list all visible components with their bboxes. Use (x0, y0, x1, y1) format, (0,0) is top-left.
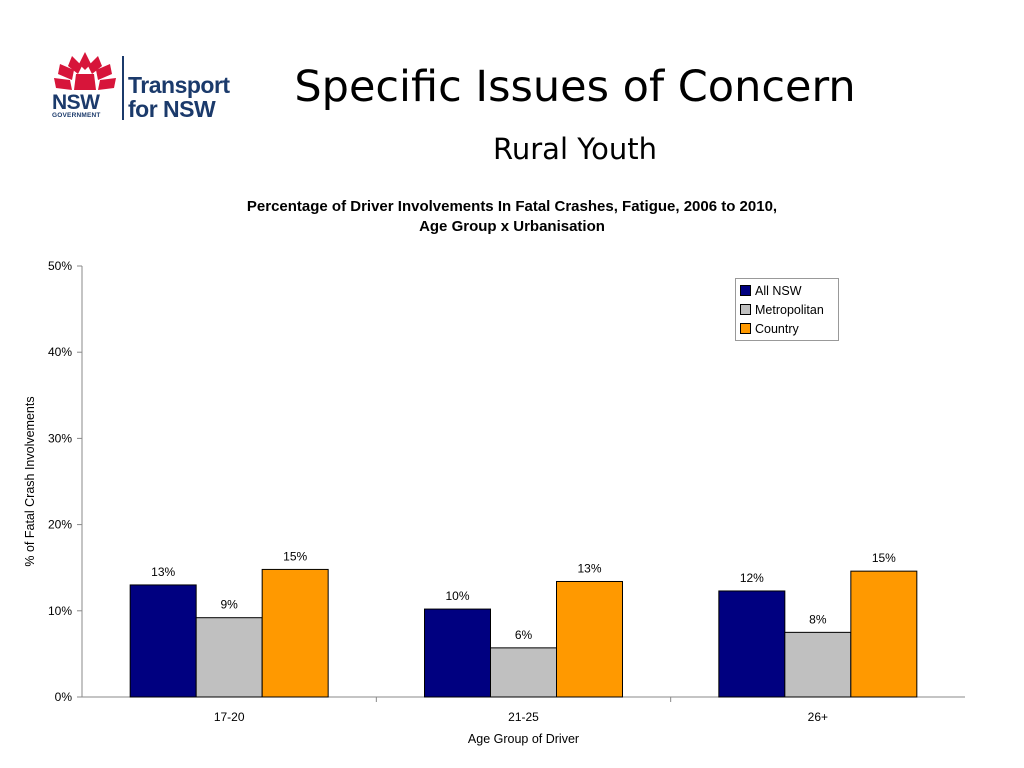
bar (262, 569, 328, 697)
x-tick-label: 26+ (808, 710, 828, 724)
data-label: 10% (445, 589, 469, 603)
data-label: 6% (515, 628, 533, 642)
legend-swatch (740, 323, 751, 334)
data-label: 13% (151, 565, 175, 579)
y-tick-label: 0% (55, 690, 73, 704)
bar (425, 609, 491, 697)
y-tick-label: 10% (48, 604, 72, 618)
x-axis-label: Age Group of Driver (468, 732, 579, 746)
data-label: 13% (577, 561, 601, 575)
bar (491, 648, 557, 697)
legend-item: All NSW (740, 281, 838, 300)
x-tick-label: 17-20 (214, 710, 245, 724)
data-label: 9% (220, 598, 238, 612)
data-label: 15% (283, 549, 307, 563)
legend-label: Country (755, 322, 799, 336)
data-label: 15% (872, 551, 896, 565)
legend-item: Country (740, 319, 838, 338)
x-tick-label: 21-25 (508, 710, 539, 724)
legend-label: All NSW (755, 284, 802, 298)
legend-label: Metropolitan (755, 303, 824, 317)
legend-swatch (740, 304, 751, 315)
bar (557, 581, 623, 697)
legend-swatch (740, 285, 751, 296)
bar (196, 618, 262, 697)
bar (785, 632, 851, 697)
y-tick-label: 20% (48, 518, 72, 532)
y-tick-label: 30% (48, 431, 72, 445)
bar-chart: 0% 10% 20% 30% 40% 50% 13% 9% 15% 17-20 10% 6% 13% 21… (0, 0, 1024, 768)
bar (851, 571, 917, 697)
bar (130, 585, 196, 697)
data-label: 8% (809, 612, 827, 626)
legend-item: Metropolitan (740, 300, 838, 319)
y-tick-label: 50% (48, 259, 72, 273)
y-axis-label: % of Fatal Crash Involvements (23, 396, 37, 566)
y-tick-label: 40% (48, 345, 72, 359)
data-label: 12% (740, 571, 764, 585)
chart-legend: All NSW Metropolitan Country (735, 278, 839, 341)
bar (719, 591, 785, 697)
